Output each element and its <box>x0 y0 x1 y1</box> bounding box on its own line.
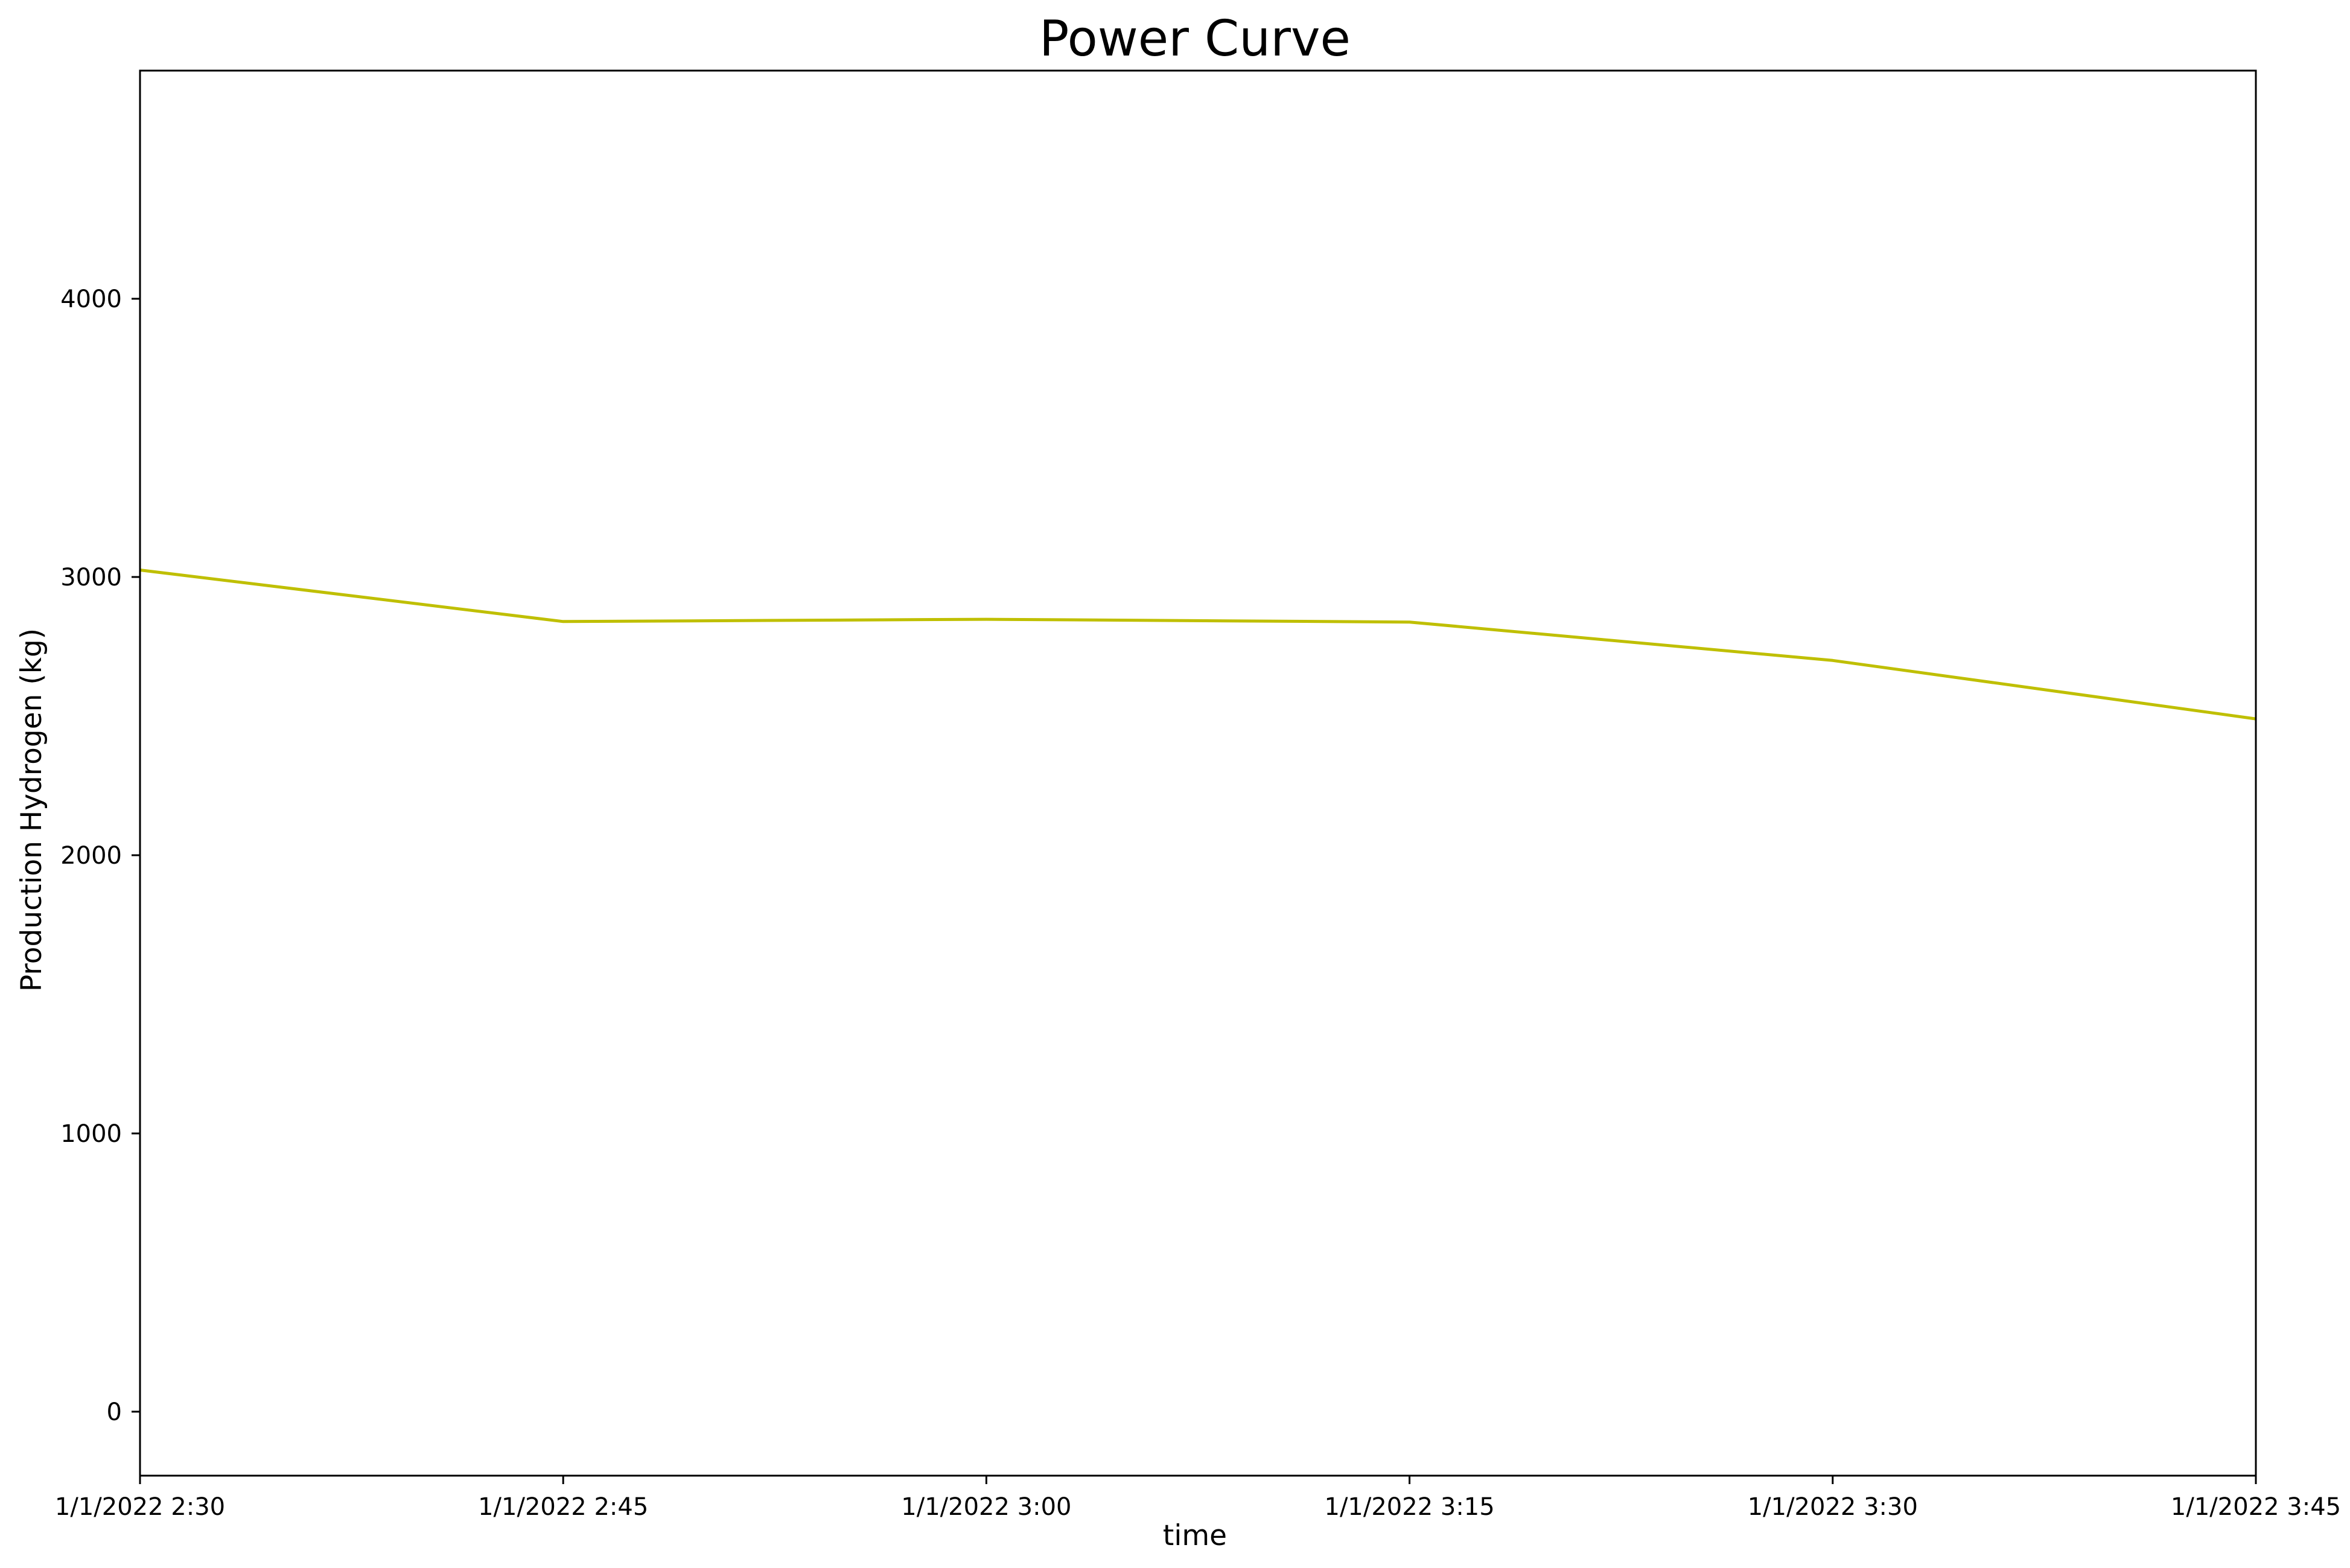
x-tick-label: 1/1/2022 3:15 <box>1325 1493 1495 1521</box>
y-axis: 0 1000 2000 3000 4000 <box>60 285 140 1426</box>
chart-title: Power Curve <box>1039 10 1351 68</box>
y-tick-label: 1000 <box>60 1120 122 1148</box>
series-line <box>139 569 2256 721</box>
x-tick-label: 1/1/2022 3:30 <box>1748 1493 1918 1521</box>
y-tick-label: 3000 <box>60 564 122 591</box>
x-tick-label: 1/1/2022 3:00 <box>901 1493 1071 1521</box>
x-axis: 1/1/2022 2:30 1/1/2022 2:45 1/1/2022 3:00 1… <box>55 1476 2341 1521</box>
x-tick-label: 1/1/2022 2:45 <box>478 1493 648 1521</box>
y-tick-label: 4000 <box>60 285 122 313</box>
y-tick-label: 0 <box>107 1398 122 1426</box>
x-axis-label: time <box>1163 1519 1227 1552</box>
y-axis-label: Production Hydrogen (kg) <box>15 628 48 992</box>
x-tick-label: 1/1/2022 2:30 <box>55 1493 225 1521</box>
y-tick-label: 2000 <box>60 842 122 870</box>
plot-frame <box>139 69 2257 1477</box>
x-tick-label: 1/1/2022 3:45 <box>2171 1493 2341 1521</box>
